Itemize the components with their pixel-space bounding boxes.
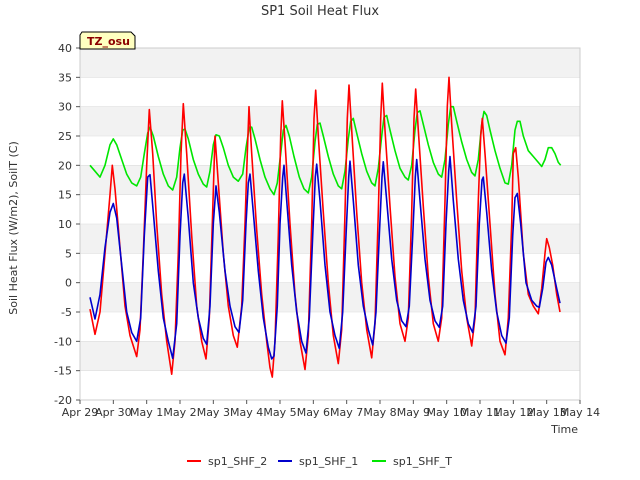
y-tick-label: 30 bbox=[58, 101, 72, 114]
x-tick-label: May 14 bbox=[560, 406, 600, 419]
x-tick-label: May 5 bbox=[263, 406, 296, 419]
y-axis-label: Soil Heat Flux (W/m2), SoilT (C) bbox=[7, 141, 20, 314]
y-tick-label: -5 bbox=[61, 306, 72, 319]
grid-band bbox=[80, 341, 580, 371]
grid-band bbox=[80, 106, 580, 136]
x-tick-label: May 11 bbox=[460, 406, 500, 419]
y-tick-label: 35 bbox=[58, 71, 72, 84]
series-layer bbox=[89, 76, 562, 378]
x-tick-label: Apr 29 bbox=[62, 406, 99, 419]
chart-title: SP1 Soil Heat Flux bbox=[261, 4, 379, 19]
legend-label-sp1_SHF_T: sp1_SHF_T bbox=[393, 455, 452, 468]
x-tick-label: May 1 bbox=[130, 406, 163, 419]
series-line-sp1_SHF_2 bbox=[89, 76, 561, 378]
x-tick-label: May 13 bbox=[527, 406, 567, 419]
x-tick-label: May 7 bbox=[330, 406, 363, 419]
x-tick-label: May 9 bbox=[397, 406, 430, 419]
y-tick-label: -10 bbox=[54, 335, 72, 348]
y-tick-label: 15 bbox=[58, 189, 72, 202]
x-tick-label: May 12 bbox=[493, 406, 533, 419]
y-tick-label: 10 bbox=[58, 218, 72, 231]
x-tick-label: May 3 bbox=[197, 406, 230, 419]
tz-badge-box bbox=[79, 31, 136, 50]
y-tick-label: 20 bbox=[58, 159, 72, 172]
tz-badge-text: TZ_osu bbox=[87, 35, 130, 48]
y-tick-label: 0 bbox=[65, 277, 72, 290]
grid-band bbox=[80, 165, 580, 195]
grid-band bbox=[80, 48, 580, 78]
y-tick-label: 25 bbox=[58, 130, 72, 143]
series-line-sp1_SHF_T bbox=[89, 105, 562, 196]
y-axis-ticks: -20 -15 -10 -5 0 5 10 15 20 25 30 35 40 bbox=[54, 42, 80, 407]
series-line-sp1_SHF_1 bbox=[89, 155, 561, 360]
y-tick-label: 40 bbox=[58, 42, 72, 55]
tz-badge: TZ_osu bbox=[79, 31, 136, 50]
legend-label-sp1_SHF_2: sp1_SHF_2 bbox=[208, 455, 267, 468]
x-tick-label: Apr 30 bbox=[95, 406, 132, 419]
x-tick-label: May 6 bbox=[297, 406, 330, 419]
x-tick-label: May 2 bbox=[163, 406, 196, 419]
grid-band bbox=[80, 224, 580, 254]
legend-label-sp1_SHF_1: sp1_SHF_1 bbox=[299, 455, 358, 468]
y-tick-label: -15 bbox=[54, 365, 72, 378]
legend: sp1_SHF_2 sp1_SHF_1 sp1_SHF_T bbox=[187, 455, 452, 468]
x-axis-label: Time bbox=[550, 423, 578, 436]
y-tick-label: 5 bbox=[65, 247, 72, 260]
x-tick-label: May 10 bbox=[427, 406, 467, 419]
x-tick-label: May 4 bbox=[230, 406, 263, 419]
x-tick-label: May 8 bbox=[363, 406, 396, 419]
y-tick-label: -20 bbox=[54, 394, 72, 407]
